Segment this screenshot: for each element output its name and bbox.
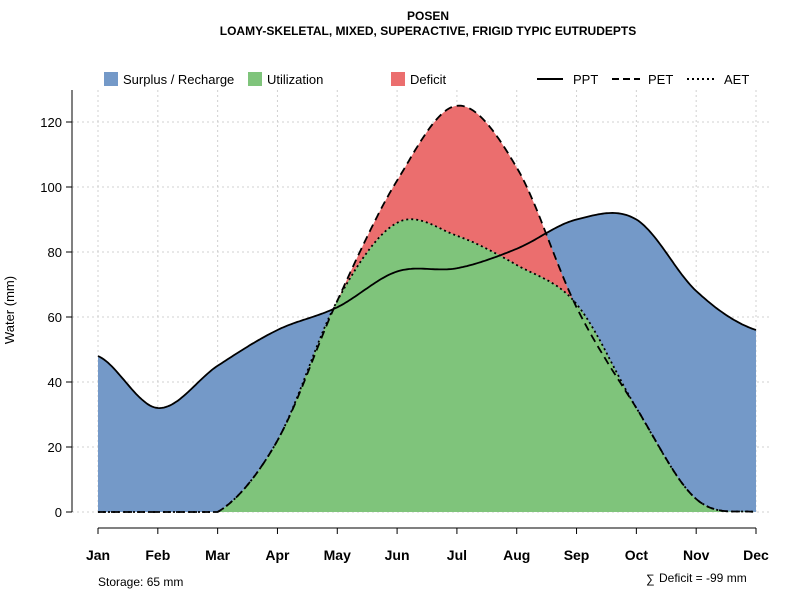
series-lines: [97, 104, 757, 513]
legend-swatch-surplus: [104, 72, 118, 86]
area-deficit: [98, 105, 756, 512]
legend-label-utilization: Utilization: [267, 72, 323, 87]
y-tick-label-60: 60: [48, 310, 62, 325]
x-tick-label-aug: Aug: [503, 547, 530, 563]
areas: [98, 105, 756, 512]
y-tick-label-100: 100: [40, 180, 62, 195]
axes: 0 20 40 60 80 100 120 Jan Feb Mar Apr May Jun Jul Aug S…: [40, 90, 769, 563]
y-tick-label-20: 20: [48, 440, 62, 455]
y-axis-label: Water (mm): [2, 276, 17, 344]
legend-label-surplus: Surplus / Recharge: [123, 72, 234, 87]
x-tick-label-feb: Feb: [145, 547, 170, 563]
y-tick-label-120: 120: [40, 115, 62, 130]
legend-swatch-utilization: [248, 72, 262, 86]
chart-subtitle: LOAMY-SKELETAL, MIXED, SUPERACTIVE, FRIG…: [220, 24, 636, 38]
x-tick-label-dec: Dec: [743, 547, 769, 563]
legend-label-pet: PET: [648, 72, 673, 87]
deficit-symbol: ∑: [646, 572, 655, 586]
x-tick-label-may: May: [324, 547, 351, 563]
x-tick-label-nov: Nov: [683, 547, 710, 563]
area-utilization: [98, 219, 756, 512]
x-tick-label-sep: Sep: [564, 547, 590, 563]
legend-label-aet: AET: [724, 72, 749, 87]
legend: Surplus / Recharge Utilization Deficit P…: [104, 72, 749, 87]
x-tick-label-jul: Jul: [447, 547, 467, 563]
y-tick-label-80: 80: [48, 245, 62, 260]
deficit-annotation: Deficit = -99 mm: [659, 571, 747, 585]
x-tick-label-apr: Apr: [265, 547, 290, 563]
y-tick-label-0: 0: [55, 505, 62, 520]
x-tick-label-jun: Jun: [385, 547, 410, 563]
series-line-ppt: [97, 211, 757, 410]
x-tick-label-jan: Jan: [86, 547, 110, 563]
series-line-aet: [98, 218, 757, 513]
y-tick-label-40: 40: [48, 375, 62, 390]
x-tick-label-oct: Oct: [625, 547, 649, 563]
chart-title: POSEN: [407, 9, 449, 23]
area-surplus-above-et: [98, 212, 756, 512]
storage-annotation: Storage: 65 mm: [98, 575, 183, 589]
series-line-pet: [98, 104, 757, 513]
legend-label-ppt: PPT: [573, 72, 598, 87]
x-tick-label-mar: Mar: [205, 547, 230, 563]
legend-swatch-deficit: [391, 72, 405, 86]
legend-label-deficit: Deficit: [410, 72, 447, 87]
